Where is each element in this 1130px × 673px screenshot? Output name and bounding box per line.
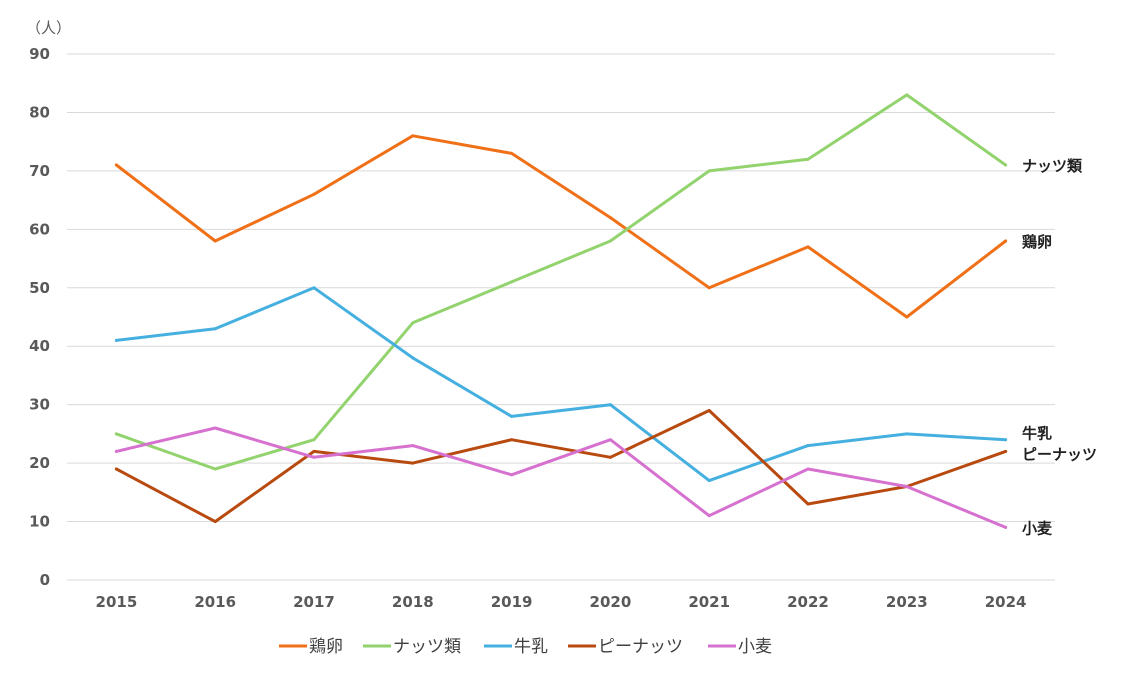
- x-tick-label: 2021: [688, 593, 730, 611]
- data-point: [1004, 438, 1008, 442]
- y-axis-unit-label: （人）: [26, 19, 71, 37]
- legend: 鶏卵 ナッツ類 牛乳 ピーナッツ 小麦: [279, 637, 772, 657]
- y-tick-label: 90: [29, 45, 50, 63]
- data-point: [114, 432, 118, 436]
- data-point: [213, 520, 217, 524]
- x-tick-label: 2015: [96, 593, 138, 611]
- data-point: [312, 449, 316, 453]
- legend-label: ナッツ類: [393, 637, 461, 657]
- data-point: [608, 216, 612, 220]
- data-point: [905, 484, 909, 488]
- data-point: [312, 192, 316, 196]
- data-point: [411, 321, 415, 325]
- data-point: [608, 438, 612, 442]
- data-point: [806, 444, 810, 448]
- data-point: [608, 239, 612, 243]
- series-line: [114, 93, 1008, 471]
- data-point: [213, 426, 217, 430]
- y-tick-label: 30: [29, 396, 50, 414]
- x-tick-label: 2022: [787, 593, 829, 611]
- x-tick-label: 2018: [392, 593, 434, 611]
- legend-label: 小麦: [738, 637, 772, 657]
- legend-label: 牛乳: [514, 637, 548, 657]
- series-end-label: 牛乳: [1022, 425, 1052, 443]
- data-point: [806, 157, 810, 161]
- data-point: [905, 93, 909, 97]
- data-point: [707, 169, 711, 173]
- data-point: [213, 467, 217, 471]
- data-point: [1004, 449, 1008, 453]
- data-point: [213, 327, 217, 331]
- data-point: [1004, 163, 1008, 167]
- data-point: [114, 449, 118, 453]
- data-point: [1004, 239, 1008, 243]
- data-point: [411, 461, 415, 465]
- x-tick-label: 2023: [886, 593, 928, 611]
- data-point: [707, 479, 711, 483]
- y-tick-label: 50: [29, 279, 50, 297]
- series-end-label: ナッツ類: [1022, 157, 1083, 175]
- x-tick-label: 2017: [293, 593, 335, 611]
- data-point: [806, 467, 810, 471]
- x-tick-label: 2024: [985, 593, 1027, 611]
- series-line: [114, 409, 1008, 524]
- data-point: [905, 315, 909, 319]
- data-point: [510, 280, 514, 284]
- data-point: [608, 403, 612, 407]
- data-point: [510, 438, 514, 442]
- series-lines: [114, 93, 1008, 529]
- legend-label: ピーナッツ: [598, 637, 683, 657]
- data-point: [114, 163, 118, 167]
- y-tick-label: 20: [29, 454, 50, 472]
- x-tick-label: 2016: [194, 593, 236, 611]
- y-tick-label: 70: [29, 162, 50, 180]
- y-tick-label: 60: [29, 220, 50, 238]
- y-tick-label: 0: [40, 571, 50, 589]
- x-axis-ticks: 2015 2016 2017 2018 2019 2020 2021 2022 2023 2024: [96, 593, 1027, 611]
- data-point: [905, 432, 909, 436]
- data-point: [707, 514, 711, 518]
- data-point: [806, 245, 810, 249]
- series-end-label: ピーナッツ: [1022, 445, 1097, 463]
- legend-label: 鶏卵: [309, 637, 343, 657]
- data-point: [806, 502, 810, 506]
- x-tick-label: 2020: [590, 593, 632, 611]
- series-line: [114, 134, 1008, 319]
- data-point: [213, 239, 217, 243]
- data-point: [312, 438, 316, 442]
- y-tick-label: 10: [29, 513, 50, 531]
- data-point: [411, 444, 415, 448]
- y-tick-label: 80: [29, 103, 50, 121]
- data-point: [1004, 525, 1008, 529]
- data-point: [608, 455, 612, 459]
- data-point: [114, 467, 118, 471]
- data-point: [411, 356, 415, 360]
- data-point: [312, 455, 316, 459]
- y-axis-ticks: 0 10 20 30 40 50 60 70 80 90: [29, 45, 50, 589]
- data-point: [312, 286, 316, 290]
- x-tick-label: 2019: [491, 593, 533, 611]
- series-line: [114, 286, 1008, 483]
- data-point: [114, 338, 118, 342]
- data-point: [707, 286, 711, 290]
- data-point: [510, 473, 514, 477]
- data-point: [411, 134, 415, 138]
- series-end-label: 鶏卵: [1022, 233, 1052, 251]
- y-tick-label: 40: [29, 337, 50, 355]
- series-line: [114, 426, 1008, 529]
- data-point: [707, 409, 711, 413]
- data-point: [510, 151, 514, 155]
- data-point: [510, 414, 514, 418]
- series-end-label: 小麦: [1022, 519, 1053, 537]
